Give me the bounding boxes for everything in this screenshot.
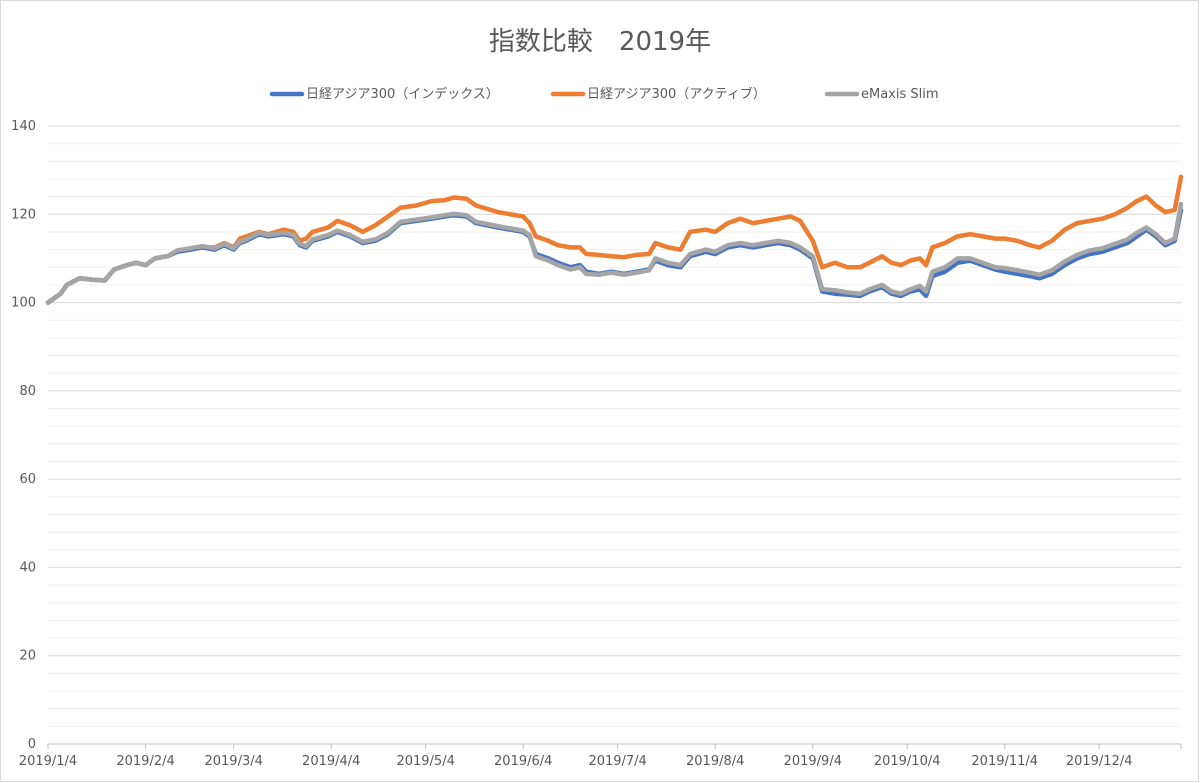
x-axis: 2019/1/4 2019/2/4 2019/3/4 2019/4/4 2019/5/4… [19, 744, 1182, 769]
legend-label: 日経アジア300（アクティブ） [587, 86, 766, 102]
y-tick-label: 120 [11, 207, 36, 222]
x-tick-label: 2019/1/4 [19, 754, 77, 769]
legend-label: eMaxis Slim [861, 87, 939, 102]
y-tick-label: 20 [19, 649, 36, 664]
x-tick-label: 2019/10/4 [874, 754, 941, 769]
x-tick-label: 2019/9/4 [784, 754, 842, 769]
x-tick-label: 2019/5/4 [396, 754, 454, 769]
y-axis: 0 20 40 60 80 100 120 140 [11, 119, 36, 752]
x-tick-label: 2019/2/4 [116, 754, 174, 769]
series-line [45, 201, 1184, 305]
x-tick-label: 2019/8/4 [686, 754, 744, 769]
y-tick-label: 100 [11, 296, 36, 311]
series-lines [45, 174, 1184, 305]
y-tick-label: 0 [28, 737, 36, 752]
x-tick-label: 2019/11/4 [971, 754, 1038, 769]
x-tick-label: 2019/4/4 [302, 754, 360, 769]
x-tick-label: 2019/6/4 [494, 754, 552, 769]
y-tick-label: 40 [19, 560, 36, 575]
minor-gridlines [48, 143, 1181, 727]
y-tick-label: 60 [19, 472, 36, 487]
legend-label: 日経アジア300（インデックス） [306, 86, 499, 102]
x-tick-label: 2019/12/4 [1066, 754, 1133, 769]
legend: 日経アジア300（インデックス） 日経アジア300（アクティブ） eMaxis Sl… [269, 86, 939, 102]
y-tick-label: 140 [11, 119, 36, 134]
y-tick-label: 80 [19, 384, 36, 399]
series-line [45, 174, 1184, 305]
x-tick-label: 2019/7/4 [588, 754, 646, 769]
x-tick-label: 2019/3/4 [204, 754, 262, 769]
major-gridlines [48, 125, 1181, 745]
chart-title: 指数比較 2019年 [489, 27, 711, 57]
